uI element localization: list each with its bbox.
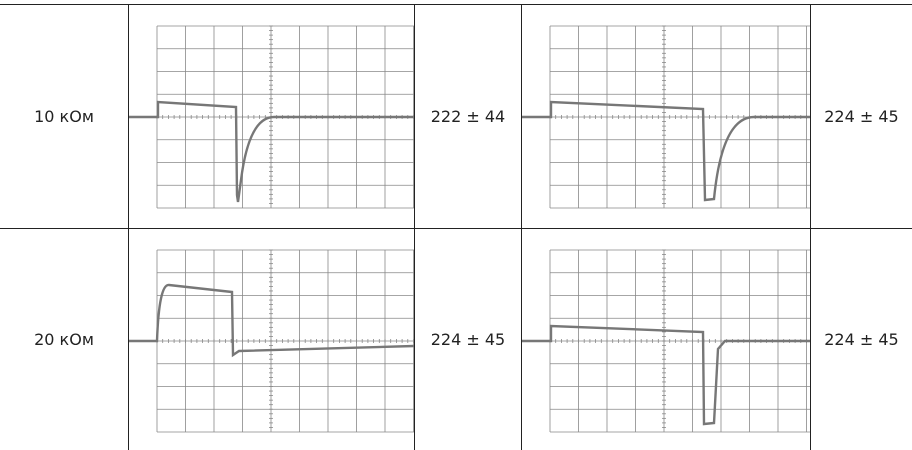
cell-value: 222 ± 44 bbox=[415, 5, 521, 228]
oscillogram bbox=[129, 229, 414, 450]
oscillogram bbox=[522, 5, 810, 228]
table: 10 кОм 222 ± 44 224 ± 45 20 кОм 224 ± 45… bbox=[0, 0, 912, 450]
oscillogram bbox=[129, 5, 414, 228]
grid bbox=[157, 250, 414, 432]
row-label: 20 кОм bbox=[0, 229, 128, 450]
cell-value: 224 ± 45 bbox=[811, 5, 912, 228]
oscillogram bbox=[522, 229, 810, 450]
row-label: 10 кОм bbox=[0, 5, 128, 228]
cell-value: 224 ± 45 bbox=[811, 229, 912, 450]
cell-value: 224 ± 45 bbox=[415, 229, 521, 450]
